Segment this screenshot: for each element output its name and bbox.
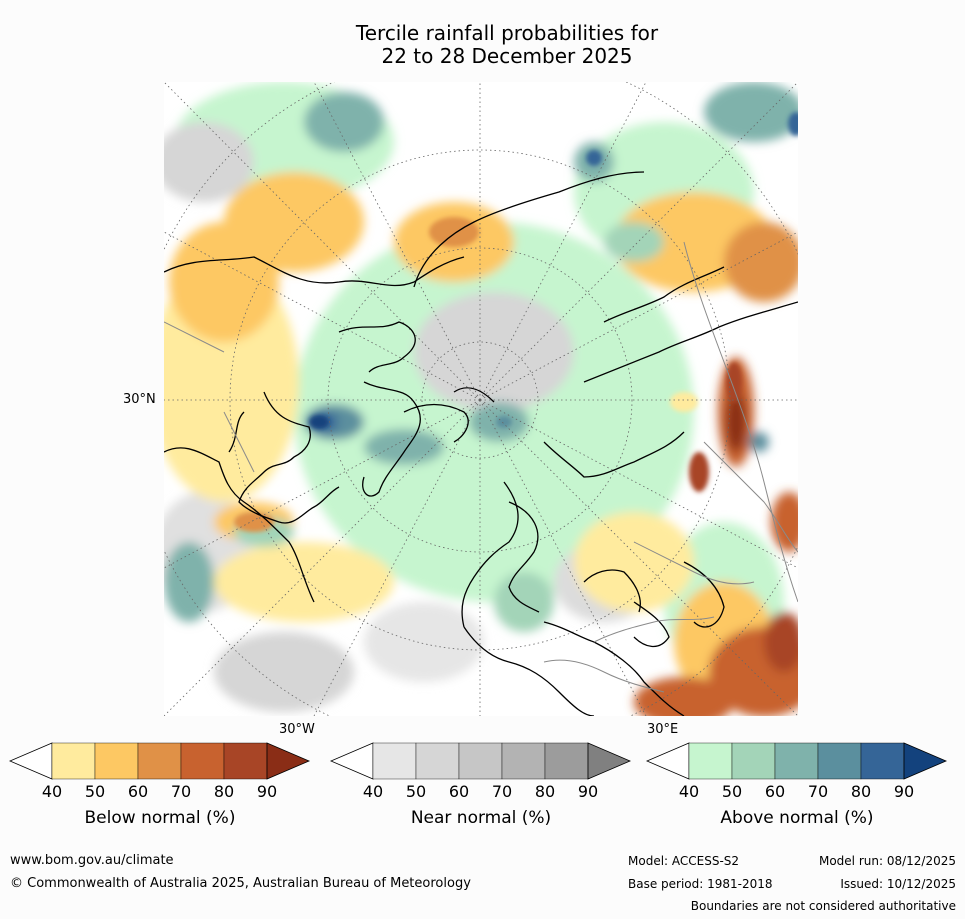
colorbar-extend-high <box>903 742 948 780</box>
colorbar-near-normal: 40 50 60 70 80 90 Near normal (%) <box>329 742 632 828</box>
colorbar-swatches <box>8 742 311 780</box>
colorbar-tick-label: 50 <box>84 782 106 801</box>
colorbar-segment <box>372 742 417 780</box>
base-period: Base period: 1981-2018 <box>628 877 773 891</box>
colorbar-caption: Near normal (%) <box>410 808 552 828</box>
colorbar-extend-high <box>587 742 632 780</box>
colorbar-tick-label: 60 <box>764 782 786 801</box>
colorbar-segment <box>137 742 182 780</box>
colorbar-tick-label: 40 <box>362 782 384 801</box>
colorbar-below-normal: 40 50 60 70 80 90 Below normal (%) <box>8 742 311 828</box>
colorbar-segment <box>731 742 776 780</box>
colorbar-tick-label: 70 <box>170 782 192 801</box>
colorbar-tick-label: 80 <box>850 782 872 801</box>
coastlines <box>164 171 798 716</box>
colorbar-segment <box>688 742 733 780</box>
title-line-2: 22 to 28 December 2025 <box>381 44 633 68</box>
colorbar-segment <box>180 742 225 780</box>
copyright-text: © Commonwealth of Australia 2025, Austra… <box>10 876 471 891</box>
colorbar-tick-label: 70 <box>807 782 829 801</box>
country-borders <box>164 241 798 693</box>
model-run-date: Model run: 08/12/2025 <box>818 854 956 868</box>
colorbar-tick-label: 80 <box>213 782 235 801</box>
colorbar-swatches <box>329 742 632 780</box>
polar-rainfall-map <box>164 82 798 716</box>
colorbar-segment <box>501 742 546 780</box>
colorbar-extend-low <box>329 742 374 780</box>
colorbar-extend-high <box>266 742 311 780</box>
graticule <box>164 82 798 716</box>
colorbar-segment <box>544 742 589 780</box>
colorbar-segment <box>860 742 905 780</box>
colorbar-extend-low <box>645 742 690 780</box>
colorbar-caption: Above normal (%) <box>720 808 874 828</box>
colorbar-tick-label: 40 <box>41 782 63 801</box>
colorbar-segment <box>51 742 96 780</box>
colorbar-tick-label: 90 <box>577 782 599 801</box>
colorbar-tick-label: 60 <box>127 782 149 801</box>
map-canvas <box>164 82 798 716</box>
colorbar-segment <box>817 742 862 780</box>
lat-label-30n: 30°N <box>123 392 156 407</box>
colorbar-tick-label: 80 <box>534 782 556 801</box>
colorbar-segment <box>458 742 503 780</box>
boundaries-disclaimer: Boundaries are not considered authoritat… <box>690 899 956 913</box>
colorbar-caption: Below normal (%) <box>84 808 236 828</box>
colorbar-tick-label: 90 <box>256 782 278 801</box>
colorbar-above-normal: 40 50 60 70 80 90 Above normal (%) <box>645 742 948 828</box>
colorbar-segment <box>94 742 139 780</box>
colorbar-tick-label: 60 <box>448 782 470 801</box>
colorbar-segment <box>223 742 268 780</box>
title-line-1: Tercile rainfall probabilities for <box>355 21 659 45</box>
map-title: Tercile rainfall probabilities for 22 to… <box>0 22 965 68</box>
colorbar-tick-label: 40 <box>678 782 700 801</box>
colorbar-extend-low <box>8 742 53 780</box>
lon-label-30e: 30°E <box>647 722 679 737</box>
colorbar-tick-label: 90 <box>893 782 915 801</box>
colorbar-swatches <box>645 742 948 780</box>
lon-label-30w: 30°W <box>279 722 315 737</box>
colorbar-segment <box>774 742 819 780</box>
colorbar-tick-label: 50 <box>721 782 743 801</box>
probability-shading <box>164 82 798 716</box>
colorbar-tick-label: 50 <box>405 782 427 801</box>
model-name: Model: ACCESS-S2 <box>628 854 740 868</box>
colorbar-segment <box>415 742 460 780</box>
issued-date: Issued: 10/12/2025 <box>840 877 956 891</box>
colorbar-tick-label: 70 <box>491 782 513 801</box>
shading-detail <box>234 112 798 532</box>
website-url: www.bom.gov.au/climate <box>10 853 174 868</box>
